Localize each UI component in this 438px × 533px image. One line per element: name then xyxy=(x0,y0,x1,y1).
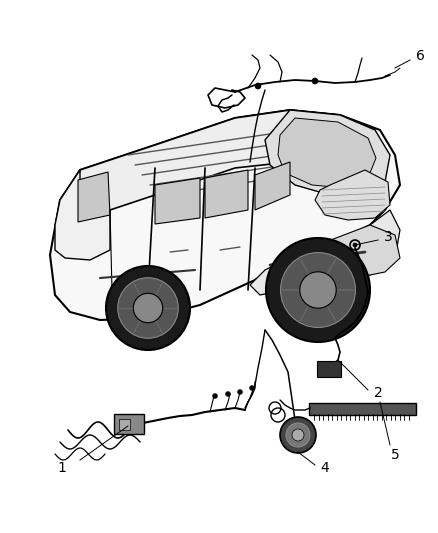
Polygon shape xyxy=(265,110,390,195)
Polygon shape xyxy=(295,225,400,282)
FancyBboxPatch shape xyxy=(309,403,416,415)
Text: 4: 4 xyxy=(321,461,329,475)
Polygon shape xyxy=(315,170,390,220)
FancyBboxPatch shape xyxy=(119,418,130,430)
Circle shape xyxy=(353,243,357,247)
Circle shape xyxy=(250,385,254,391)
Circle shape xyxy=(212,393,218,399)
Polygon shape xyxy=(205,170,248,218)
Circle shape xyxy=(226,392,230,397)
Circle shape xyxy=(237,390,243,394)
Circle shape xyxy=(106,266,190,350)
FancyBboxPatch shape xyxy=(317,361,341,377)
Circle shape xyxy=(286,423,310,447)
Text: 3: 3 xyxy=(384,230,392,244)
Circle shape xyxy=(292,429,304,441)
Polygon shape xyxy=(55,170,110,260)
Circle shape xyxy=(281,253,356,327)
Circle shape xyxy=(133,293,162,322)
Circle shape xyxy=(266,238,370,342)
Text: 6: 6 xyxy=(416,49,424,63)
FancyBboxPatch shape xyxy=(114,414,144,434)
Polygon shape xyxy=(50,110,400,320)
Circle shape xyxy=(255,83,261,89)
Polygon shape xyxy=(72,110,375,220)
Polygon shape xyxy=(250,210,400,295)
Polygon shape xyxy=(78,172,110,222)
Polygon shape xyxy=(155,178,200,224)
Circle shape xyxy=(312,78,318,84)
Circle shape xyxy=(118,278,178,338)
Circle shape xyxy=(280,417,316,453)
Polygon shape xyxy=(255,162,290,210)
Text: 5: 5 xyxy=(391,448,399,462)
Circle shape xyxy=(300,272,336,308)
Text: 1: 1 xyxy=(57,461,67,475)
Text: 2: 2 xyxy=(374,386,382,400)
Polygon shape xyxy=(278,118,376,188)
